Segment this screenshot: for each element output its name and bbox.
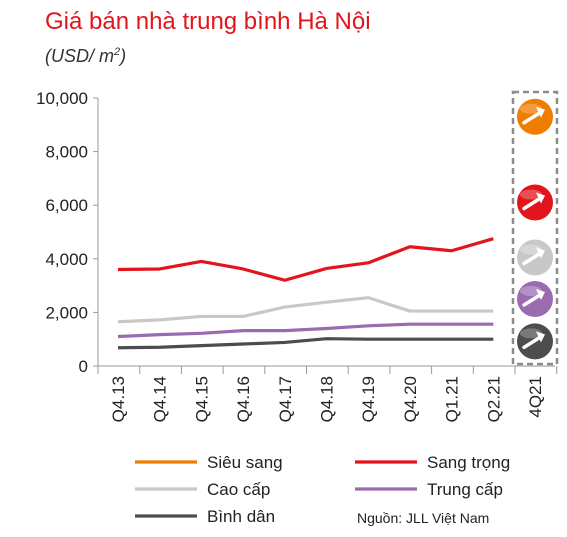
unit-superscript: 2 (114, 46, 121, 58)
series-line-sang-trong (117, 237, 494, 282)
y-tick-label: 0 (79, 357, 88, 376)
x-tick-label: Q4.14 (151, 376, 170, 422)
legend-label: Bình dân (207, 507, 275, 526)
arrow-head (536, 247, 545, 259)
legend-label: Siêu sang (207, 453, 283, 472)
source-note: Nguồn: JLL Việt Nam (357, 510, 490, 526)
arrow-head (536, 331, 545, 343)
x-tick-label: Q4.17 (276, 376, 295, 422)
arrow-up-icon (522, 196, 542, 211)
y-tick-label: 2,000 (45, 303, 88, 322)
series-line-binh-dan (117, 337, 494, 350)
forecast-highlight (520, 328, 542, 339)
x-tick-label: Q4.20 (401, 376, 420, 422)
x-tick-label: Q1.21 (443, 376, 462, 422)
legend-item-sieu-sang: Siêu sang (135, 453, 283, 472)
arrow-up-icon (522, 335, 542, 350)
unit-suffix: ) (120, 46, 127, 66)
x-tick-label: 4Q21 (526, 376, 545, 418)
arrow-head (536, 192, 545, 204)
arrow-head (536, 289, 545, 300)
x-tick-label: Q4.13 (109, 376, 128, 422)
legend-item-binh-dan: Bình dân (135, 507, 275, 526)
legend-label: Trung cấp (427, 480, 503, 499)
x-tick-label: Q4.16 (234, 376, 253, 422)
arrow-head (536, 106, 545, 118)
arrow-up-icon (522, 293, 542, 307)
legend-item-cao-cap: Cao cấp (135, 480, 270, 499)
forecast-highlight (520, 103, 542, 114)
forecast-marker-binh-dan (517, 323, 553, 360)
series-lines (117, 237, 494, 350)
x-tick-label: Q4.18 (318, 376, 337, 422)
legend-label: Sang trọng (427, 453, 510, 472)
legend-item-sang-trong: Sang trọng (355, 453, 510, 472)
legend-item-trung-cap: Trung cấp (355, 480, 503, 499)
arrow-up-icon (522, 111, 542, 125)
x-tick-label: Q2.21 (484, 376, 503, 422)
x-tick-label: Q4.19 (359, 376, 378, 422)
y-tick-label: 6,000 (45, 196, 88, 215)
forecast-marker-trung-cap (517, 281, 553, 317)
forecast-highlight (520, 244, 542, 255)
forecast-marker-sieu-sang (517, 98, 553, 135)
forecast-marker-cao-cap (517, 239, 553, 276)
y-tick-label: 10,000 (36, 89, 88, 108)
chart-unit-label: (USD/ m2) (45, 46, 126, 67)
y-tick-label: 4,000 (45, 250, 88, 269)
legend: Siêu sang Sang trọng Cao cấp Trung cấp Bình … (135, 453, 510, 526)
forecast-highlight (520, 189, 542, 200)
forecast-box (511, 90, 559, 366)
x-tick-label: Q4.15 (192, 376, 211, 422)
y-axis: 0 2,000 4,000 6,000 8,000 10,000 (36, 89, 99, 376)
forecast-panel (511, 90, 559, 366)
legend-label: Cao cấp (207, 480, 270, 499)
forecast-highlight (520, 286, 542, 296)
chart-title: Giá bán nhà trung bình Hà Nội (45, 8, 371, 35)
unit-prefix: (USD/ m (45, 46, 114, 66)
series-line-trung-cap (117, 322, 494, 339)
forecast-marker-sang-trong (517, 184, 553, 221)
series-line-cao-cap (117, 296, 494, 324)
y-tick-label: 8,000 (45, 143, 88, 162)
x-axis: Q4.13 Q4.14 Q4.15 Q4.16 Q4.17 Q4.18 Q4.19 Q4.20… (97, 365, 558, 422)
arrow-up-icon (522, 251, 542, 266)
